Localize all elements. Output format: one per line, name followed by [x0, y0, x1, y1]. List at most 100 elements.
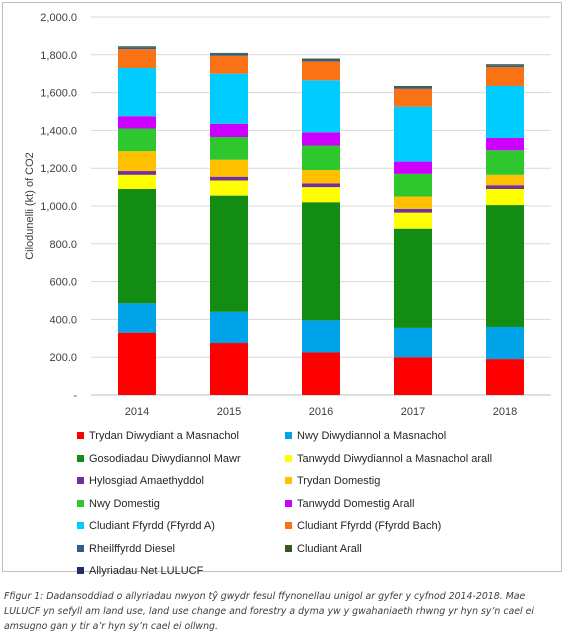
- bar-segment: [118, 332, 156, 395]
- legend-label: Cludiant Ffyrdd (Ffyrdd A): [89, 520, 215, 532]
- y-tick-label: 1,800.0: [40, 50, 77, 62]
- bar-segment: [210, 311, 248, 344]
- bar-segment: [118, 128, 156, 152]
- legend-label: Trydan Domestig: [297, 475, 381, 487]
- bar-segment: [302, 352, 340, 395]
- legend-label: Nwy Diwydiannol a Masnachol: [297, 430, 447, 442]
- y-tick-label: 800.0: [49, 239, 77, 251]
- bar-segment: [210, 73, 248, 124]
- bar-segment: [210, 137, 248, 160]
- bar-segment: [394, 106, 432, 162]
- bar-segment: [302, 187, 340, 203]
- bar-segment: [486, 205, 524, 327]
- legend-swatch: [285, 499, 292, 507]
- bar-segment: [210, 176, 248, 181]
- y-tick-label: 2,000.0: [40, 12, 77, 24]
- bar-segment: [486, 359, 524, 395]
- y-tick-label: 200.0: [49, 352, 77, 364]
- bar-segment: [394, 85, 432, 87]
- bar-segment: [302, 80, 340, 133]
- legend-label: Cludiant Arall: [297, 542, 362, 555]
- bar-segment: [210, 53, 248, 56]
- bar-segment: [210, 123, 248, 138]
- y-tick-label: 1,000.0: [40, 201, 77, 213]
- bar-segment: [302, 132, 340, 146]
- bar-segment: [118, 49, 156, 69]
- legend-label: Rheilffyrdd Diesel: [89, 542, 176, 555]
- bar-segment: [394, 88, 432, 107]
- legend-swatch: [77, 499, 84, 507]
- legend-label: Nwy Domestig: [89, 497, 160, 510]
- legend-label: Cludiant Ffyrdd (Ffyrdd Bach): [297, 520, 442, 532]
- legend-label: Hylosgiad Amaethyddol: [89, 475, 204, 487]
- bar-segment: [486, 85, 524, 138]
- legend-label: Tanwydd Diwydiannol a Masnachol arall: [297, 452, 493, 465]
- bar-segment: [394, 228, 432, 328]
- x-tick-label: 2016: [309, 406, 333, 418]
- legend-swatch: [77, 432, 84, 439]
- bar-segment: [486, 64, 524, 66]
- bar-segment: [394, 357, 432, 395]
- legend-swatch: [77, 567, 84, 574]
- chart-frame: - 200.0 400.0 600.0 800.0 1,000.0 1,200.0 1,400…: [2, 2, 562, 577]
- x-tick-label: 2017: [401, 406, 425, 418]
- bar-segment: [302, 59, 340, 62]
- bar-segment: [486, 188, 524, 206]
- bar-segment: [118, 171, 156, 175]
- legend-swatch: [77, 522, 84, 529]
- legend-swatch: [77, 454, 84, 462]
- bar-segment: [394, 173, 432, 197]
- stacked-bar-chart: - 200.0 400.0 600.0 800.0 1,000.0 1,200.0 1,400…: [24, 12, 551, 418]
- y-tick-label: 600.0: [49, 277, 77, 289]
- legend-swatch: [77, 544, 84, 552]
- y-tick-label: -: [73, 390, 77, 402]
- legend-label: Gosodiadau Diwydiannol Mawr: [89, 452, 241, 465]
- y-tick-label: 1,400.0: [40, 125, 77, 137]
- bar-segment: [486, 150, 524, 175]
- bar-segment: [210, 159, 248, 177]
- bar-segment: [210, 180, 248, 196]
- y-axis-label: Cilodunelli (kt) of CO2: [24, 152, 36, 260]
- bar-segment: [118, 174, 156, 189]
- x-tick-label: 2015: [217, 406, 241, 418]
- bar-segment: [210, 55, 248, 74]
- legend-label: Trydan Diwydiant a Masnachol: [89, 430, 239, 442]
- bar-segment: [486, 65, 524, 68]
- bar-segment: [486, 174, 524, 186]
- y-tick-label: 1,200.0: [40, 163, 77, 175]
- legend-swatch: [285, 544, 292, 552]
- x-tick-label: 2014: [125, 406, 149, 418]
- legend-swatch: [285, 432, 292, 439]
- x-tick-label: 2018: [493, 406, 517, 418]
- legend-swatch: [285, 454, 292, 462]
- bar-segment: [486, 137, 524, 151]
- bar-segment: [394, 327, 432, 358]
- bar-segment: [118, 47, 156, 50]
- legend-label: Allyriadau Net LULUCF: [89, 565, 204, 577]
- bar-segment: [486, 185, 524, 189]
- bar-segment: [486, 326, 524, 360]
- bar-segment: [302, 61, 340, 81]
- bar-segment: [118, 188, 156, 304]
- bar-segment: [210, 52, 248, 54]
- y-tick-label: 1,600.0: [40, 88, 77, 100]
- bar-segment: [118, 303, 156, 333]
- bar-segment: [394, 86, 432, 89]
- y-tick-label: 400.0: [49, 314, 77, 326]
- bar-segment: [118, 151, 156, 172]
- figure-caption: Ffigur 1: Dadansoddiad o allyriadau nwyo…: [4, 591, 534, 632]
- bar-segment: [394, 196, 432, 209]
- bar-segment: [394, 161, 432, 174]
- bar-segment: [302, 183, 340, 188]
- bar-segment: [394, 208, 432, 213]
- bar-segment: [210, 195, 248, 312]
- bar-segment: [394, 212, 432, 229]
- bar-segment: [118, 68, 156, 117]
- legend-swatch: [77, 477, 84, 484]
- bar-segment: [118, 116, 156, 129]
- legend-label: Tanwydd Domestig Arall: [297, 497, 415, 510]
- bar-segment: [302, 170, 340, 184]
- bar-segment: [302, 202, 340, 321]
- bar-segment: [118, 46, 156, 48]
- bar-segment: [486, 67, 524, 86]
